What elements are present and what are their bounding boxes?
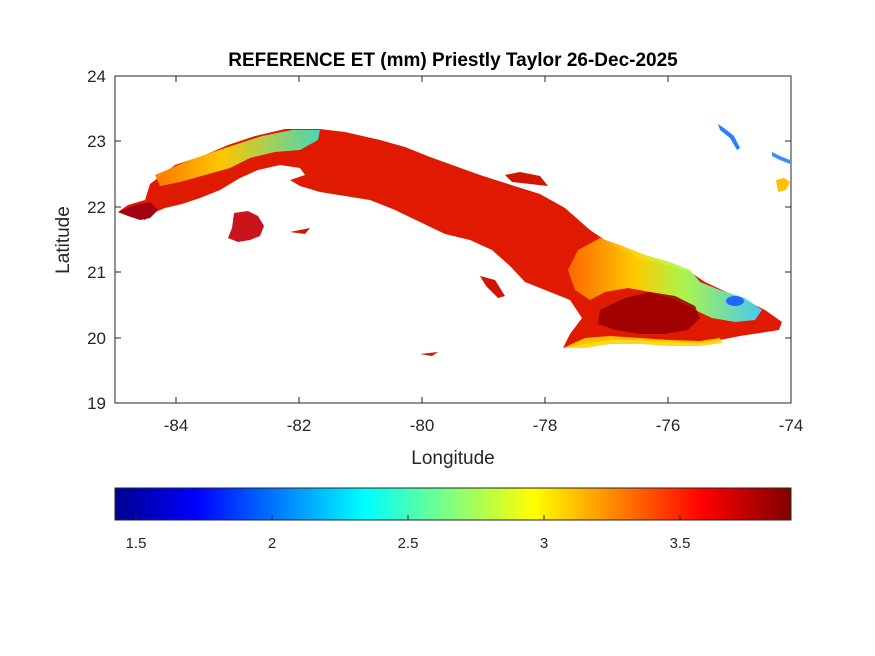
y-tick-label: 22 <box>87 198 106 217</box>
colorbar: 1.5 2 2.5 3 3.5 <box>114 487 792 552</box>
y-axis-label: Latitude <box>53 206 74 274</box>
cuba-main-island <box>118 129 782 348</box>
cuba-map <box>118 124 790 356</box>
x-tick-label: -80 <box>410 416 435 435</box>
north-cays <box>505 172 548 186</box>
isla-de-la-juventud <box>228 211 264 242</box>
colorbar-tick-label: 2.5 <box>398 535 419 552</box>
south-coast-edge <box>563 336 722 348</box>
x-tick-label: -82 <box>287 416 312 435</box>
x-axis-label: Longitude <box>411 448 494 469</box>
y-tick-label: 19 <box>87 394 106 413</box>
y-tick-label: 23 <box>87 132 106 151</box>
y-axis: 24 23 22 21 20 19 <box>87 67 791 413</box>
bahamas-island-2 <box>772 152 790 164</box>
east-dark-patch <box>598 292 700 334</box>
bahamas-island-1 <box>718 124 740 150</box>
map-title: REFERENCE ET (mm) Priestly Taylor 26-Dec… <box>228 50 678 71</box>
axes-frame <box>114 75 792 404</box>
x-axis: -84 -82 -80 -78 -76 -74 <box>164 76 804 435</box>
x-tick-label: -74 <box>779 416 804 435</box>
west-north-band <box>155 130 320 186</box>
colorbar-gradient <box>114 487 792 521</box>
colorbar-tick-label: 1.5 <box>126 535 147 552</box>
east-blue-spot <box>726 296 744 306</box>
x-tick-label: -76 <box>656 416 681 435</box>
y-tick-label: 21 <box>87 263 106 282</box>
west-tip <box>118 202 158 220</box>
y-tick-label: 24 <box>87 67 106 86</box>
east-cool-region <box>568 238 762 322</box>
x-tick-label: -84 <box>164 416 189 435</box>
colorbar-tick-label: 3 <box>540 535 548 552</box>
colorbar-tick-label: 2 <box>268 535 276 552</box>
x-tick-label: -78 <box>533 416 558 435</box>
bahamas-island-3 <box>776 178 790 192</box>
y-tick-label: 20 <box>87 329 106 348</box>
colorbar-tick-label: 3.5 <box>670 535 691 552</box>
